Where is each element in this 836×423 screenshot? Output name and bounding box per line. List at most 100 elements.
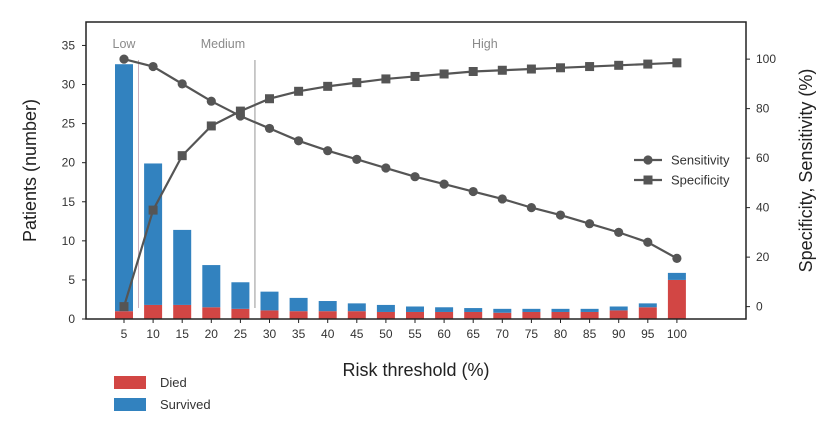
bar-died-55 <box>406 311 424 319</box>
sensitivity-point-30 <box>264 123 275 134</box>
bar-survived-35 <box>289 297 308 312</box>
x-tick-90: 90 <box>612 327 626 341</box>
y2-tick-80: 80 <box>756 102 770 116</box>
specificity-point-70 <box>497 65 507 75</box>
bar-survived-40 <box>318 301 337 312</box>
bar-survived-85 <box>580 308 599 312</box>
specificity-point-75 <box>526 64 536 74</box>
x-tick-85: 85 <box>583 327 597 341</box>
sensitivity-point-95 <box>643 237 653 247</box>
line-legend: Sensitivity Specificity <box>634 153 730 188</box>
legend-sensitivity-label: Sensitivity <box>671 153 730 168</box>
sensitivity-point-70 <box>497 194 507 204</box>
y-tick-35: 35 <box>62 38 76 52</box>
legend-survived-label: Survived <box>160 397 211 412</box>
sensitivity-point-60 <box>439 179 449 189</box>
legend-sensitivity-marker <box>643 155 653 165</box>
bar-survived-55 <box>406 306 424 312</box>
x-tick-15: 15 <box>176 327 190 341</box>
x-tick-70: 70 <box>496 327 510 341</box>
legend-died-swatch <box>114 376 146 389</box>
bar-died-85 <box>580 311 599 319</box>
bar-survived-30 <box>260 291 279 311</box>
specificity-point-40 <box>323 81 333 91</box>
zone-label-low: Low <box>113 37 137 51</box>
sensitivity-point-50 <box>381 163 391 173</box>
specificity-point-45 <box>352 78 362 88</box>
x-tick-75: 75 <box>525 327 539 341</box>
bars-layer <box>115 64 686 319</box>
x-tick-55: 55 <box>408 327 422 341</box>
sensitivity-point-90 <box>614 227 624 237</box>
sensitivity-point-75 <box>526 203 537 213</box>
specificity-line <box>122 61 677 307</box>
x-tick-50: 50 <box>379 327 393 341</box>
sensitivity-point-10 <box>148 61 158 72</box>
specificity-point-5 <box>119 302 129 312</box>
specificity-point-35 <box>294 86 304 96</box>
y-tick-20: 20 <box>62 156 76 170</box>
y-tick-30: 30 <box>62 78 76 92</box>
bar-survived-75 <box>522 308 541 312</box>
x-tick-65: 65 <box>467 327 481 341</box>
legend-specificity-marker <box>643 175 653 185</box>
bar-died-45 <box>347 311 366 319</box>
sensitivity-point-20 <box>206 96 216 106</box>
y2-tick-20: 20 <box>756 250 770 264</box>
y-tick-5: 5 <box>68 273 75 287</box>
bar-survived-20 <box>202 265 221 308</box>
y2-tick-100: 100 <box>756 52 776 66</box>
sensitivity-point-55 <box>410 172 420 182</box>
bar-died-30 <box>260 310 279 319</box>
zone-labels: Low Medium High <box>113 37 498 51</box>
bar-died-5 <box>115 311 133 319</box>
bar-died-15 <box>173 304 192 319</box>
sensitivity-point-80 <box>555 210 566 220</box>
x-tick-20: 20 <box>205 327 219 341</box>
bar-survived-45 <box>347 303 366 312</box>
specificity-point-80 <box>556 63 565 73</box>
bar-survived-95 <box>638 303 657 308</box>
x-tick-10: 10 <box>146 327 160 341</box>
zone-label-high: High <box>472 37 498 51</box>
specificity-point-65 <box>468 67 478 76</box>
y-tick-0: 0 <box>68 312 75 326</box>
specificity-point-25 <box>235 106 245 116</box>
x-axis-title: Risk threshold (%) <box>342 360 489 380</box>
sensitivity-point-100 <box>672 253 682 263</box>
bar-died-100 <box>667 279 686 319</box>
x-tick-30: 30 <box>263 327 277 341</box>
y-tick-10: 10 <box>62 234 76 248</box>
y2-tick-60: 60 <box>756 151 770 165</box>
bar-died-60 <box>435 311 454 319</box>
bar-survived-25 <box>231 282 250 309</box>
specificity-point-60 <box>439 69 449 79</box>
x-tick-80: 80 <box>554 327 568 341</box>
legend-specificity-label: Specificity <box>671 173 730 188</box>
x-tick-25: 25 <box>234 327 248 341</box>
specificity-point-95 <box>643 59 653 69</box>
sensitivity-point-85 <box>585 219 595 229</box>
bar-died-80 <box>551 311 570 319</box>
y-axis-title: Patients (number) <box>20 99 40 242</box>
bar-survived-60 <box>435 307 454 312</box>
specificity-point-85 <box>585 62 595 72</box>
specificity-point-10 <box>148 205 158 215</box>
x-tick-45: 45 <box>350 327 364 341</box>
bar-survived-50 <box>376 304 395 312</box>
sensitivity-point-45 <box>352 154 362 164</box>
ticks-layer: 0 5 10 15 20 25 30 35 0 20 40 60 80 100 5 10 15 20 25 30 35 4… <box>62 38 777 341</box>
y2-axis-title: Specificity, Sensitivity (%) <box>796 69 816 273</box>
bar-died-75 <box>522 311 541 319</box>
lines-layer <box>119 54 682 312</box>
x-tick-35: 35 <box>292 327 306 341</box>
x-tick-95: 95 <box>641 327 655 341</box>
specificity-point-50 <box>381 74 391 84</box>
bar-died-20 <box>202 307 221 319</box>
plot-frame <box>85 21 747 320</box>
bar-died-70 <box>493 312 512 319</box>
specificity-point-90 <box>614 60 624 70</box>
x-tick-40: 40 <box>321 327 335 341</box>
zone-label-medium: Medium <box>201 37 245 51</box>
